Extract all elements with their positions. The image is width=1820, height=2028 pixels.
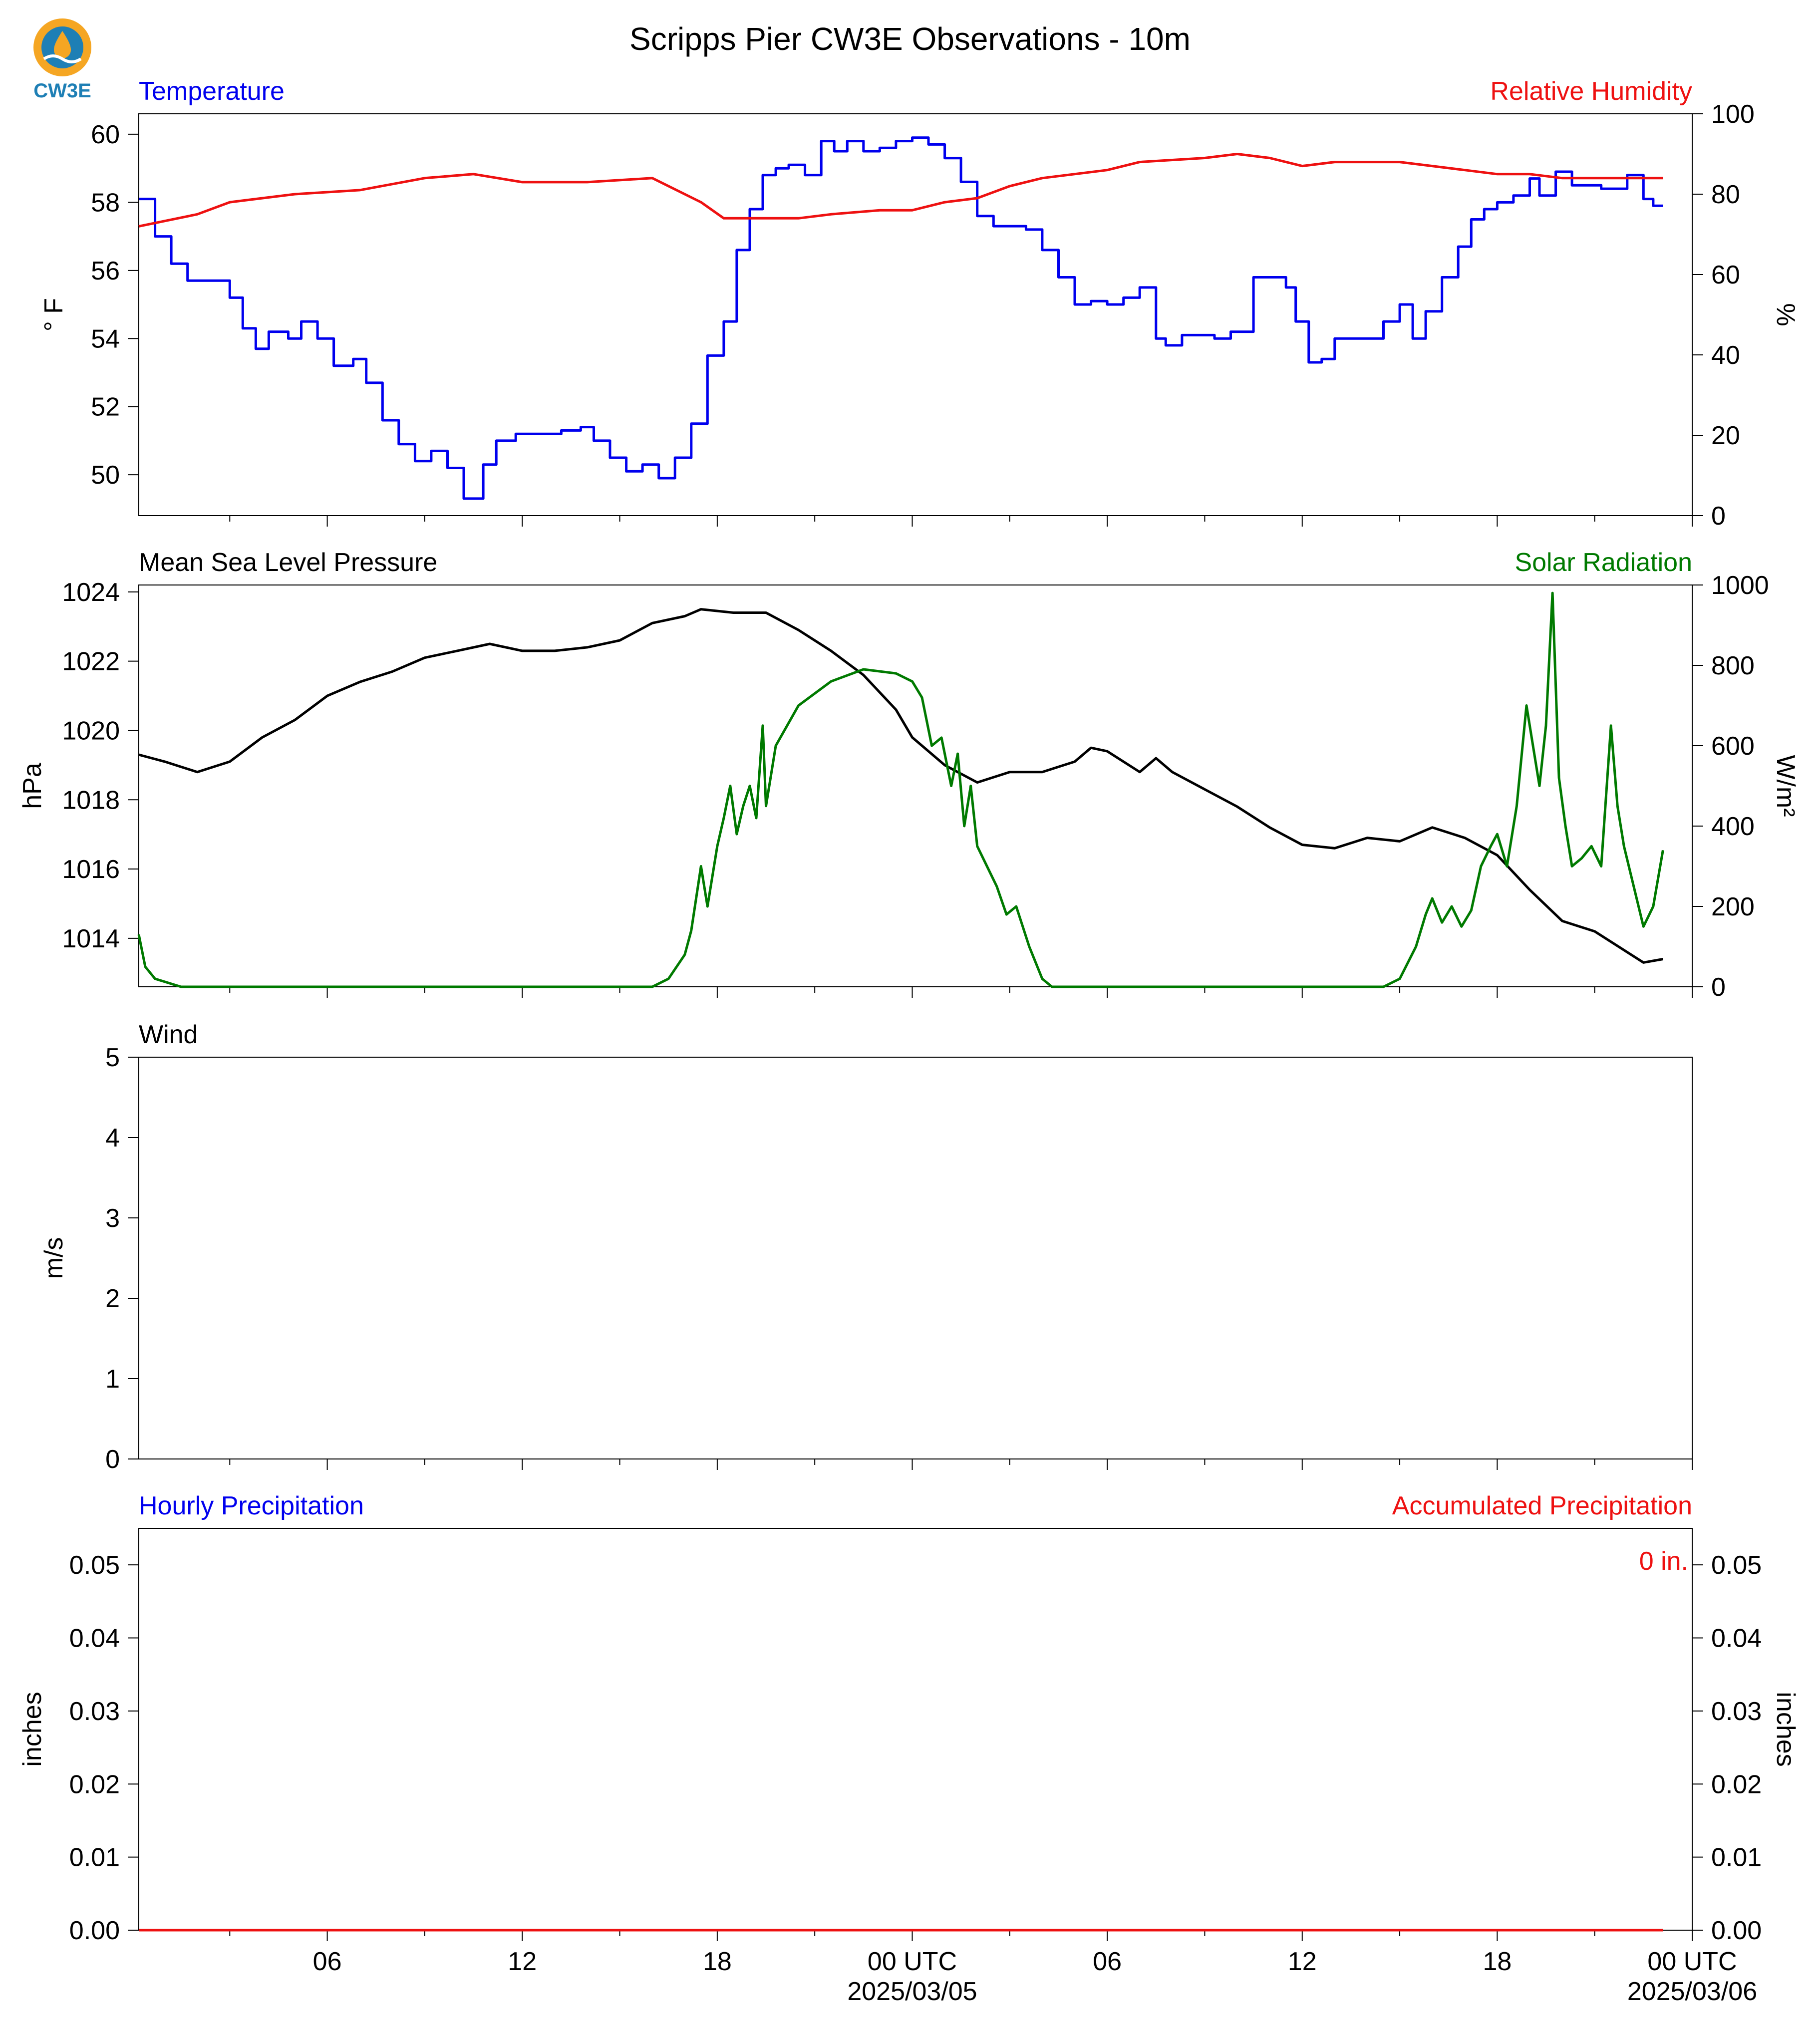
left-tick-label: 56: [91, 257, 120, 286]
right-tick-label: 60: [1711, 261, 1740, 290]
right-axis-title: Relative Humidity: [1490, 77, 1692, 106]
series-line-green: [137, 591, 1664, 988]
right-axis-title: Accumulated Precipitation: [1392, 1491, 1692, 1520]
plot-frame: [138, 1528, 1693, 1931]
left-ylabel: m/s: [39, 1237, 68, 1279]
logo-text: CW3E: [33, 80, 91, 102]
x-tick-date: 2025/03/05: [847, 1977, 977, 2006]
x-tick-date: 2025/03/06: [1627, 1977, 1757, 2006]
series-line-blue: [139, 136, 1663, 500]
x-tick-label: 12: [1288, 1947, 1317, 1976]
left-tick-label: 58: [91, 188, 120, 217]
right-axis-title: Solar Radiation: [1515, 548, 1692, 577]
left-tick-label: 1: [105, 1365, 120, 1394]
left-axis-title: Temperature: [139, 77, 285, 106]
right-tick-label: 400: [1711, 812, 1755, 841]
panel-4: Hourly Precipitation Accumulated Precipit…: [18, 1491, 1800, 2006]
series-line-red: [138, 153, 1663, 228]
left-tick-label: 1016: [62, 855, 120, 884]
left-axis-title: Mean Sea Level Pressure: [139, 548, 437, 577]
left-tick-label: 5: [105, 1043, 120, 1072]
x-tick-label: 18: [703, 1947, 732, 1976]
left-ylabel: hPa: [18, 763, 47, 809]
left-ylabel: ° F: [39, 298, 68, 331]
right-tick-label: 80: [1711, 180, 1740, 209]
right-tick-label: 0.03: [1711, 1697, 1762, 1726]
left-tick-label: 0.02: [69, 1770, 120, 1799]
right-tick-label: 100: [1711, 100, 1755, 129]
left-tick-label: 0: [105, 1445, 120, 1474]
left-tick-label: 1014: [62, 924, 120, 953]
plot-frame: [138, 1057, 1693, 1459]
left-tick-label: 4: [105, 1124, 120, 1153]
plot-frame: [138, 113, 1693, 516]
right-tick-label: 1000: [1711, 571, 1769, 600]
x-tick-label: 18: [1483, 1947, 1512, 1976]
accumulated-value: 0 in.: [1639, 1547, 1688, 1576]
right-tick-label: 600: [1711, 732, 1755, 761]
wave-icon: [43, 54, 82, 63]
right-tick-label: 0.01: [1711, 1843, 1762, 1872]
left-tick-label: 54: [91, 324, 120, 353]
right-tick-label: 200: [1711, 892, 1755, 921]
x-tick-label: 06: [313, 1947, 342, 1976]
right-tick-label: 40: [1711, 341, 1740, 370]
right-tick-label: 0.00: [1711, 1916, 1762, 1945]
left-axis-title: Wind: [139, 1020, 198, 1049]
right-tick-label: 800: [1711, 651, 1755, 680]
left-tick-label: 2: [105, 1284, 120, 1313]
right-tick-label: 0.02: [1711, 1770, 1762, 1799]
x-tick-label: 00 UTC: [868, 1947, 957, 1976]
x-tick-label: 00 UTC: [1647, 1947, 1737, 1976]
panel-2: Mean Sea Level Pressure Solar Radiation 10…: [18, 548, 1800, 1002]
series-line-black: [138, 608, 1663, 964]
x-tick-label: 06: [1093, 1947, 1122, 1976]
right-ylabel: inches: [1771, 1692, 1800, 1766]
left-tick-label: 1020: [62, 716, 120, 745]
right-tick-label: 0: [1711, 502, 1726, 531]
panel-3: Wind 0 1 2 3 4 5 m/s: [39, 1020, 1693, 1474]
left-tick-label: 0.01: [69, 1843, 120, 1872]
right-tick-label: 20: [1711, 421, 1740, 450]
plot-frame: [138, 584, 1693, 987]
left-tick-label: 60: [91, 120, 120, 149]
right-ylabel: %: [1771, 303, 1800, 326]
left-tick-label: 1022: [62, 647, 120, 676]
drop-icon: [54, 31, 71, 58]
right-tick-label: 0.04: [1711, 1624, 1762, 1653]
left-tick-label: 1024: [62, 578, 120, 607]
left-tick-label: 0.04: [69, 1624, 120, 1653]
left-tick-label: 52: [91, 393, 120, 422]
left-axis-title: Hourly Precipitation: [139, 1491, 364, 1520]
panel-1: Temperature Relative Humidity 50 52 54 56 58 60…: [39, 77, 1800, 531]
left-tick-label: 50: [91, 461, 120, 490]
left-tick-label: 0.05: [69, 1551, 120, 1580]
left-tick-label: 0.03: [69, 1697, 120, 1726]
x-tick-label: 12: [508, 1947, 537, 1976]
panels: Temperature Relative Humidity505254565860…: [18, 77, 1800, 2006]
right-ylabel: W/m²: [1771, 755, 1800, 817]
left-tick-label: 0.00: [69, 1916, 120, 1945]
figure-title: Scripps Pier CW3E Observations - 10m: [629, 21, 1191, 57]
right-tick-label: 0: [1711, 973, 1726, 1002]
right-tick-label: 0.05: [1711, 1551, 1762, 1580]
left-ylabel: inches: [18, 1692, 47, 1766]
left-tick-label: 1018: [62, 786, 120, 815]
cw3e-logo: CW3E: [33, 18, 91, 102]
left-tick-label: 3: [105, 1204, 120, 1233]
